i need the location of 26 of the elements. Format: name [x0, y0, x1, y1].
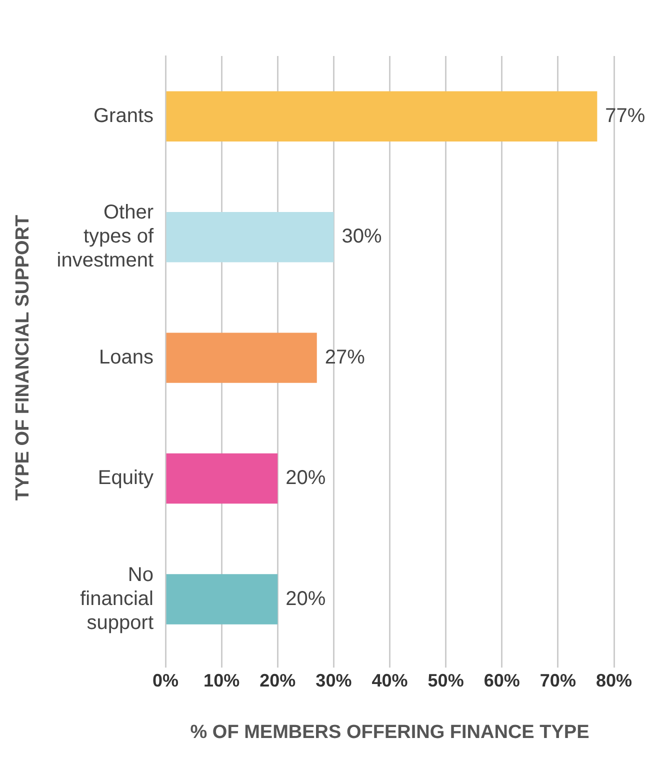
x-tick-label: 10%	[204, 670, 240, 690]
x-tick-label: 40%	[372, 670, 408, 690]
x-tick-label: 70%	[540, 670, 576, 690]
data-label: 27%	[324, 346, 366, 368]
x-axis-title: % OF MEMBERS OFFERING FINANCE TYPE	[190, 722, 590, 743]
bar	[166, 212, 334, 262]
bar	[166, 332, 317, 383]
bar	[166, 453, 278, 504]
x-tick-label: 50%	[428, 670, 464, 690]
y-tick-label: Loans	[99, 346, 154, 368]
x-tick-label: 0%	[152, 670, 179, 690]
data-label: 20%	[286, 588, 326, 610]
data-label: 20%	[286, 467, 326, 490]
y-tick-label: Other types of investment	[56, 202, 154, 272]
x-tick-label: 80%	[596, 670, 632, 690]
y-axis-title: TYPE OF FINANCIAL SUPPORT	[12, 214, 34, 501]
data-label: 77%	[605, 104, 646, 127]
y-tick-label: Equity	[98, 467, 154, 490]
y-tick-label: Grants	[93, 104, 154, 127]
bar	[166, 574, 278, 624]
x-tick-label: 30%	[316, 670, 352, 690]
x-tick-label: 60%	[484, 670, 520, 690]
y-tick-label: No financial support	[80, 564, 154, 634]
bar	[166, 91, 598, 142]
x-tick-label: 20%	[260, 670, 296, 690]
data-label: 30%	[342, 226, 382, 248]
